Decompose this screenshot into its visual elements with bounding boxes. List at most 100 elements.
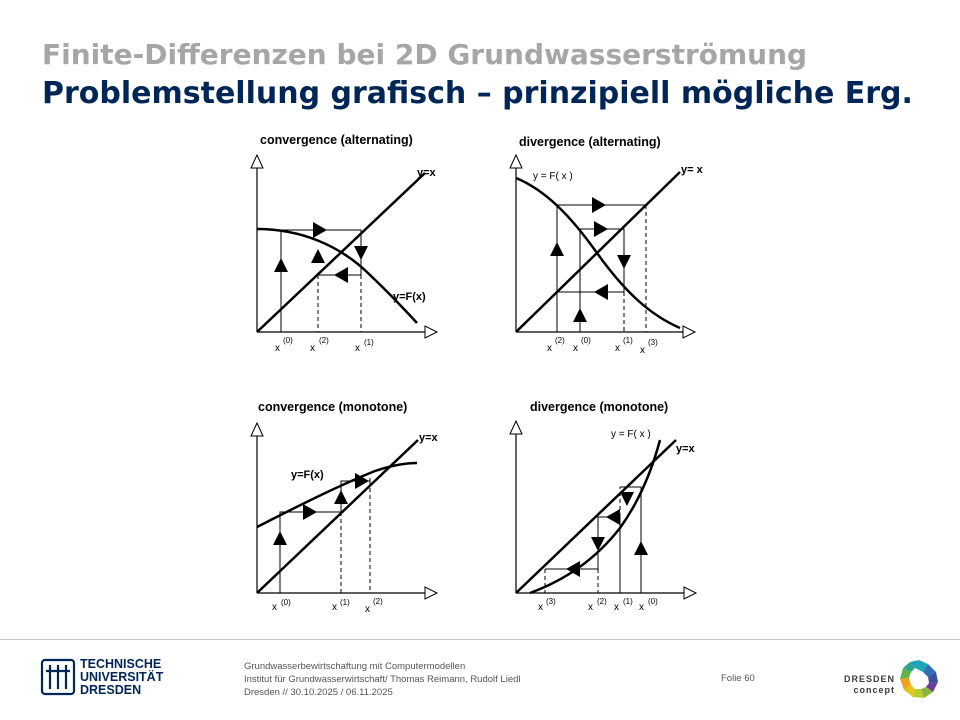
- x-label: x: [614, 602, 619, 613]
- panel-title-divergence-alternating: divergence (alternating): [519, 135, 661, 149]
- curve-label: y = F( x ): [611, 429, 651, 440]
- x-axis-arrowhead: [424, 586, 439, 600]
- panel-title-convergence-monotone: convergence (monotone): [258, 400, 408, 414]
- diag-label: y=x: [419, 432, 439, 444]
- x-superscript: (2): [597, 597, 607, 606]
- arrow-down: [620, 492, 634, 506]
- curve-label: y = F( x ): [533, 171, 573, 182]
- x-superscript: (3): [546, 597, 556, 606]
- x-superscript: (2): [555, 336, 565, 345]
- dresden-concept-wordmark: DRESDEN concept: [844, 674, 895, 696]
- arrow-right: [313, 222, 327, 238]
- diagonal-line: [515, 171, 681, 333]
- y-axis-arrowhead: [250, 153, 264, 169]
- dresden-concept-logo-icon: [900, 660, 938, 698]
- footer-course: Grundwasserbewirtschaftung mit Computerm…: [244, 661, 466, 672]
- slide-number: Folie 60: [721, 673, 755, 684]
- arrow-right: [303, 504, 317, 520]
- panel-convergence-monotone: [250, 421, 439, 600]
- x-label: x: [615, 343, 620, 354]
- footer-institute: Institut für Grundwasserwirtschaft/ Thom…: [244, 674, 521, 685]
- x-label: x: [547, 343, 552, 354]
- diagonal-line: [515, 439, 677, 594]
- x-label: x: [310, 343, 315, 354]
- arrow-left: [594, 284, 608, 300]
- diag-label: y= x: [681, 164, 704, 176]
- arrow-left: [606, 509, 620, 525]
- slide-title: Problemstellung grafisch – prinzipiell m…: [42, 76, 913, 111]
- x-label: x: [275, 343, 280, 354]
- x-superscript: (1): [340, 598, 350, 607]
- x-label: x: [588, 602, 593, 613]
- arrow-right: [594, 221, 608, 237]
- x-label: x: [538, 602, 543, 613]
- x-label: x: [640, 345, 645, 356]
- arrow-up: [274, 258, 288, 272]
- y-axis-arrowhead: [509, 153, 523, 169]
- arrow-up: [311, 249, 325, 263]
- x-label: x: [573, 343, 578, 354]
- footer-info: Grundwasserbewirtschaftung mit Computerm…: [244, 660, 521, 699]
- arrow-down: [617, 255, 631, 269]
- partner-name-line: concept: [853, 685, 896, 695]
- x-label: x: [355, 343, 360, 354]
- university-name-line: DRESDEN: [80, 683, 142, 697]
- function-curve: [256, 227, 418, 324]
- x-label: x: [365, 604, 370, 615]
- university-name: TECHNISCHE UNIVERSITÄT DRESDEN: [80, 658, 163, 697]
- arrow-up: [550, 242, 564, 256]
- arrow-up: [573, 308, 587, 322]
- x-superscript: (3): [648, 338, 658, 347]
- function-curve: [256, 461, 418, 529]
- arrow-right: [592, 197, 606, 213]
- diagonal-line: [256, 439, 419, 594]
- x-superscript: (1): [364, 338, 374, 347]
- arrow-up: [334, 490, 348, 504]
- panel-title-divergence-monotone: divergence (monotone): [530, 400, 669, 414]
- x-superscript: (0): [648, 597, 658, 606]
- partner-name-line: DRESDEN: [844, 674, 896, 684]
- arrow-up: [273, 531, 287, 545]
- x-superscript: (2): [319, 336, 329, 345]
- iteration-path: [620, 486, 642, 593]
- x-axis-arrowhead: [424, 325, 439, 339]
- curve-label: y=F(x): [291, 469, 324, 481]
- arrow-left: [566, 561, 580, 577]
- iteration-path: [556, 204, 646, 332]
- iteration-path: [279, 478, 371, 593]
- x-superscript: (2): [373, 597, 383, 606]
- x-superscript: (0): [283, 336, 293, 345]
- x-axis-arrowhead: [683, 586, 698, 600]
- arrow-right: [355, 473, 369, 489]
- x-label: x: [639, 602, 644, 613]
- x-superscript: (1): [623, 336, 633, 345]
- arrow-left: [334, 267, 348, 283]
- x-label: x: [272, 602, 277, 613]
- tu-dresden-logo-icon: [40, 658, 76, 696]
- x-superscript: (0): [581, 336, 591, 345]
- university-name-line: TECHNISCHE: [80, 657, 162, 671]
- footer-dates: Dresden // 30.10.2025 / 06.11.2025: [244, 687, 393, 698]
- panel-convergence-alternating: [250, 153, 439, 339]
- slide-supertitle: Finite-Differenzen bei 2D Grundwasserstr…: [42, 38, 808, 71]
- x-superscript: (1): [623, 597, 633, 606]
- curve-label: y=F(x): [393, 291, 426, 303]
- footer-divider: [0, 639, 960, 640]
- function-curve: [515, 176, 681, 330]
- arrow-down: [354, 246, 368, 260]
- diag-label: y=x: [676, 443, 696, 455]
- university-name-line: UNIVERSITÄT: [80, 670, 164, 684]
- panel-divergence-alternating: [509, 153, 697, 339]
- arrow-down: [591, 537, 605, 551]
- x-label: x: [332, 602, 337, 613]
- y-axis-arrowhead: [509, 419, 523, 435]
- panel-divergence-monotone: [509, 419, 698, 600]
- y-axis-arrowhead: [250, 421, 264, 437]
- panel-title-convergence-alternating: convergence (alternating): [260, 133, 413, 147]
- x-axis-arrowhead: [682, 325, 697, 339]
- arrow-up: [634, 541, 648, 555]
- x-superscript: (0): [281, 598, 291, 607]
- diag-label: y=x: [417, 167, 437, 179]
- iteration-path: [545, 516, 621, 593]
